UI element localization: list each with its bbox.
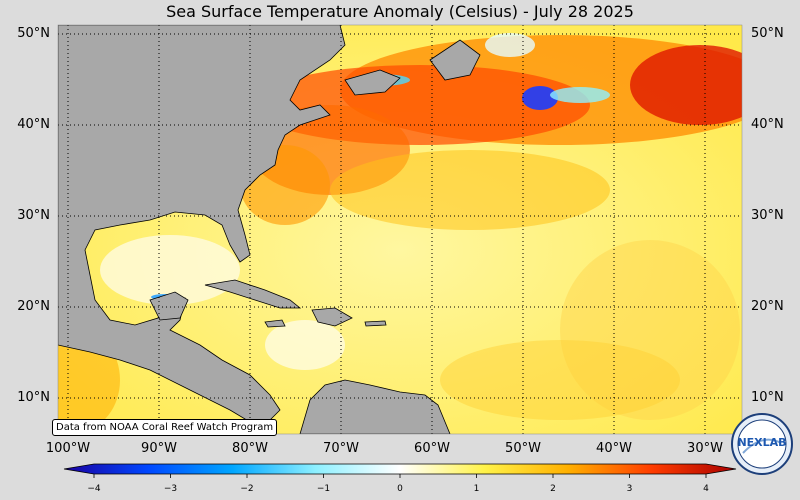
land-hispaniola: [311, 307, 353, 327]
land-jamaica: [264, 319, 286, 328]
lat-label-10n-right: 10°N: [751, 390, 784, 405]
map-border: [57, 24, 743, 435]
lon-label-100w: 100°W: [45, 441, 91, 456]
lon-label-50w: 50°W: [505, 441, 541, 456]
logo-text: NEXLAB: [737, 436, 786, 449]
colorbar-tick-label: 1: [473, 484, 480, 494]
lat-label-10n-left: 10°N: [17, 390, 50, 405]
lon-label-30w: 30°W: [687, 441, 723, 456]
anomaly-patch: [440, 340, 680, 420]
colorbar-tick-label: −1: [316, 484, 331, 494]
map-frame: [58, 25, 742, 434]
anomaly-patch: [630, 45, 742, 125]
colorbar-tick-label: 2: [550, 484, 556, 494]
colorbar-tick-label: 4: [703, 484, 709, 494]
lat-label-40n-right: 40°N: [751, 117, 784, 132]
lat-label-50n-left: 50°N: [17, 26, 50, 41]
land-puerto-rico: [364, 320, 387, 327]
lat-label-30n-right: 30°N: [751, 208, 784, 223]
colorbar-tick-label: −4: [87, 484, 101, 494]
lon-label-80w: 80°W: [232, 441, 268, 456]
lat-label-20n-right: 20°N: [751, 299, 784, 314]
anomaly-patch: [560, 240, 740, 420]
lat-label-40n-left: 40°N: [17, 117, 50, 132]
cold-anomaly-patch: [485, 33, 535, 57]
anomaly-patch: [330, 150, 610, 230]
colorbar-tick-label: 3: [626, 484, 633, 494]
lat-label-50n-right: 50°N: [751, 26, 784, 41]
cold-anomaly-patch: [550, 87, 610, 103]
lat-label-20n-left: 20°N: [17, 299, 50, 314]
map-title: Sea Surface Temperature Anomaly (Celsius…: [166, 2, 634, 21]
land-newfoundland: [429, 39, 481, 81]
colorbar-tick-label: −3: [163, 484, 178, 494]
land-south-america: [299, 379, 451, 434]
cold-anomaly-patch: [522, 86, 558, 110]
data-source-note: Data from NOAA Coral Reef Watch Program: [52, 419, 278, 436]
anomaly-patch: [265, 320, 345, 370]
colorbar-tick-label: 0: [397, 484, 403, 494]
colorbar-gradient: [63, 463, 737, 475]
lon-label-90w: 90°W: [141, 441, 177, 456]
colorbar-tick-label: −2: [240, 484, 254, 494]
lon-label-70w: 70°W: [323, 441, 359, 456]
nexlab-logo: NEXLAB: [731, 413, 793, 475]
colorbar: [63, 463, 737, 478]
anomaly-patch: [100, 235, 240, 305]
land-cuba: [204, 279, 302, 309]
lat-label-30n-left: 30°N: [17, 208, 50, 223]
colorbar-ticks: [93, 474, 707, 478]
lon-label-40w: 40°W: [596, 441, 632, 456]
lat-lon-grid: [58, 25, 742, 434]
lon-label-60w: 60°W: [414, 441, 450, 456]
land-nova-scotia: [344, 69, 401, 96]
